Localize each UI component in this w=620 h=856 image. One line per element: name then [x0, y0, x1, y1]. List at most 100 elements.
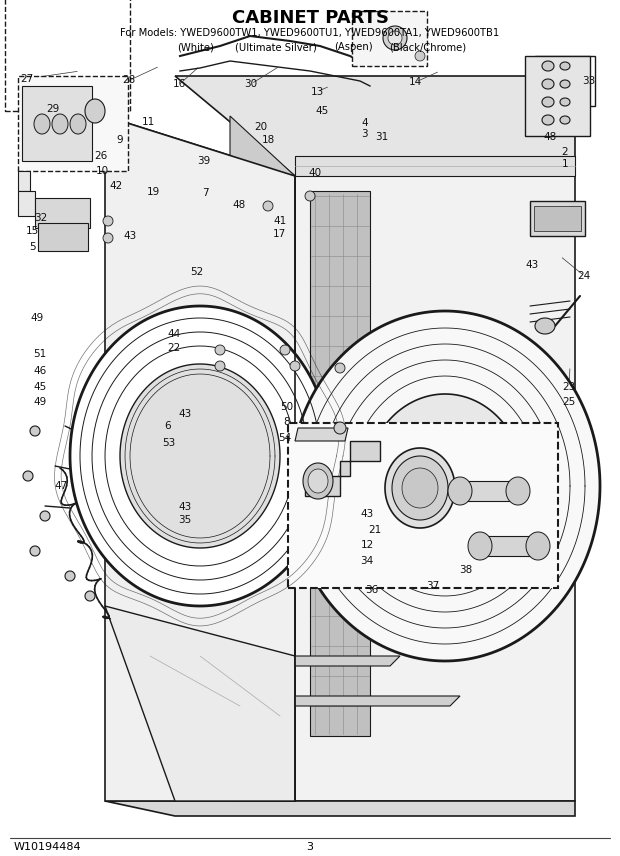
Polygon shape [290, 311, 600, 661]
Polygon shape [280, 345, 290, 355]
Polygon shape [103, 216, 113, 226]
Polygon shape [542, 61, 554, 71]
Polygon shape [385, 448, 455, 528]
Polygon shape [460, 481, 520, 501]
Text: 41: 41 [273, 216, 287, 226]
Polygon shape [52, 114, 68, 134]
Polygon shape [120, 364, 280, 548]
Polygon shape [388, 31, 402, 45]
Text: 22: 22 [167, 342, 180, 353]
Text: 54: 54 [278, 433, 292, 443]
Bar [535, 56, 595, 106]
Polygon shape [308, 469, 328, 493]
Polygon shape [295, 176, 575, 801]
Polygon shape [215, 361, 225, 371]
Polygon shape [85, 591, 95, 601]
Polygon shape [480, 536, 540, 556]
Polygon shape [560, 116, 570, 124]
Polygon shape [290, 361, 300, 371]
Polygon shape [215, 345, 225, 355]
Text: 4: 4 [361, 118, 368, 128]
Polygon shape [40, 511, 50, 521]
Text: 12: 12 [360, 540, 374, 550]
Text: 9: 9 [117, 135, 123, 146]
Text: 10: 10 [95, 166, 109, 176]
Polygon shape [105, 801, 575, 816]
Bar [288, 423, 558, 588]
Text: (Aspen): (Aspen) [334, 42, 373, 52]
Polygon shape [305, 441, 380, 496]
Bar [295, 156, 575, 176]
Text: 39: 39 [197, 156, 210, 166]
Text: 31: 31 [375, 132, 389, 142]
Text: 3: 3 [306, 842, 314, 852]
Text: 43: 43 [360, 509, 374, 520]
Polygon shape [383, 26, 407, 50]
Text: 53: 53 [162, 437, 175, 448]
Bar [22, 86, 92, 161]
Polygon shape [560, 62, 570, 70]
Polygon shape [310, 191, 370, 736]
Polygon shape [85, 99, 105, 123]
Text: 28: 28 [122, 75, 136, 86]
Polygon shape [560, 80, 570, 88]
Text: 49: 49 [30, 313, 44, 324]
Text: For Models: YWED9600TW1, YWED9600TU1, YWED9600TA1, YWED9600TB1: For Models: YWED9600TW1, YWED9600TU1, YW… [120, 28, 500, 38]
Text: 43: 43 [123, 231, 137, 241]
Text: 43: 43 [178, 409, 192, 419]
Text: 34: 34 [360, 556, 374, 566]
Text: 25: 25 [562, 397, 576, 407]
Text: 49: 49 [33, 397, 47, 407]
Polygon shape [295, 656, 400, 666]
Text: 11: 11 [142, 116, 156, 127]
Text: 48: 48 [544, 132, 557, 142]
Text: 42: 42 [110, 181, 123, 191]
Text: 30: 30 [244, 79, 258, 89]
Text: 38: 38 [459, 565, 473, 575]
Text: CABINET PARTS: CABINET PARTS [231, 9, 389, 27]
Polygon shape [105, 116, 295, 801]
Polygon shape [230, 116, 295, 801]
Bar [540, 72, 590, 82]
Text: 8: 8 [283, 417, 290, 427]
Text: 2: 2 [561, 146, 567, 157]
Polygon shape [365, 394, 525, 578]
Polygon shape [103, 233, 113, 243]
Text: (Black/Chrome): (Black/Chrome) [389, 42, 466, 52]
Polygon shape [526, 532, 550, 560]
Text: 16: 16 [173, 79, 187, 89]
Text: 44: 44 [167, 329, 180, 339]
Text: 21: 21 [368, 525, 382, 535]
Polygon shape [30, 426, 40, 436]
Polygon shape [535, 318, 555, 334]
Text: 43: 43 [525, 260, 539, 270]
Text: 35: 35 [178, 514, 192, 525]
Polygon shape [392, 456, 448, 520]
Text: 46: 46 [33, 366, 47, 376]
Polygon shape [105, 606, 295, 801]
Polygon shape [542, 115, 554, 125]
Text: 36: 36 [365, 585, 379, 595]
Text: 14: 14 [409, 77, 422, 87]
Polygon shape [542, 79, 554, 89]
Text: 45: 45 [316, 106, 329, 116]
Bar [38, 223, 88, 251]
Text: 29: 29 [46, 104, 60, 114]
Polygon shape [295, 428, 348, 441]
Polygon shape [334, 422, 346, 434]
Text: 26: 26 [94, 151, 108, 161]
Text: 20: 20 [254, 122, 267, 132]
Polygon shape [560, 98, 570, 106]
Polygon shape [70, 306, 330, 606]
Text: (Ultimate Silver): (Ultimate Silver) [235, 42, 317, 52]
Polygon shape [295, 696, 460, 706]
Text: 43: 43 [178, 502, 192, 512]
Text: 19: 19 [147, 187, 161, 197]
Text: 23: 23 [562, 382, 576, 392]
Text: 3: 3 [361, 129, 368, 140]
Text: 24: 24 [577, 270, 591, 281]
Text: 15: 15 [25, 226, 39, 236]
Bar [540, 56, 590, 66]
Bar [540, 88, 590, 98]
Polygon shape [18, 191, 35, 216]
